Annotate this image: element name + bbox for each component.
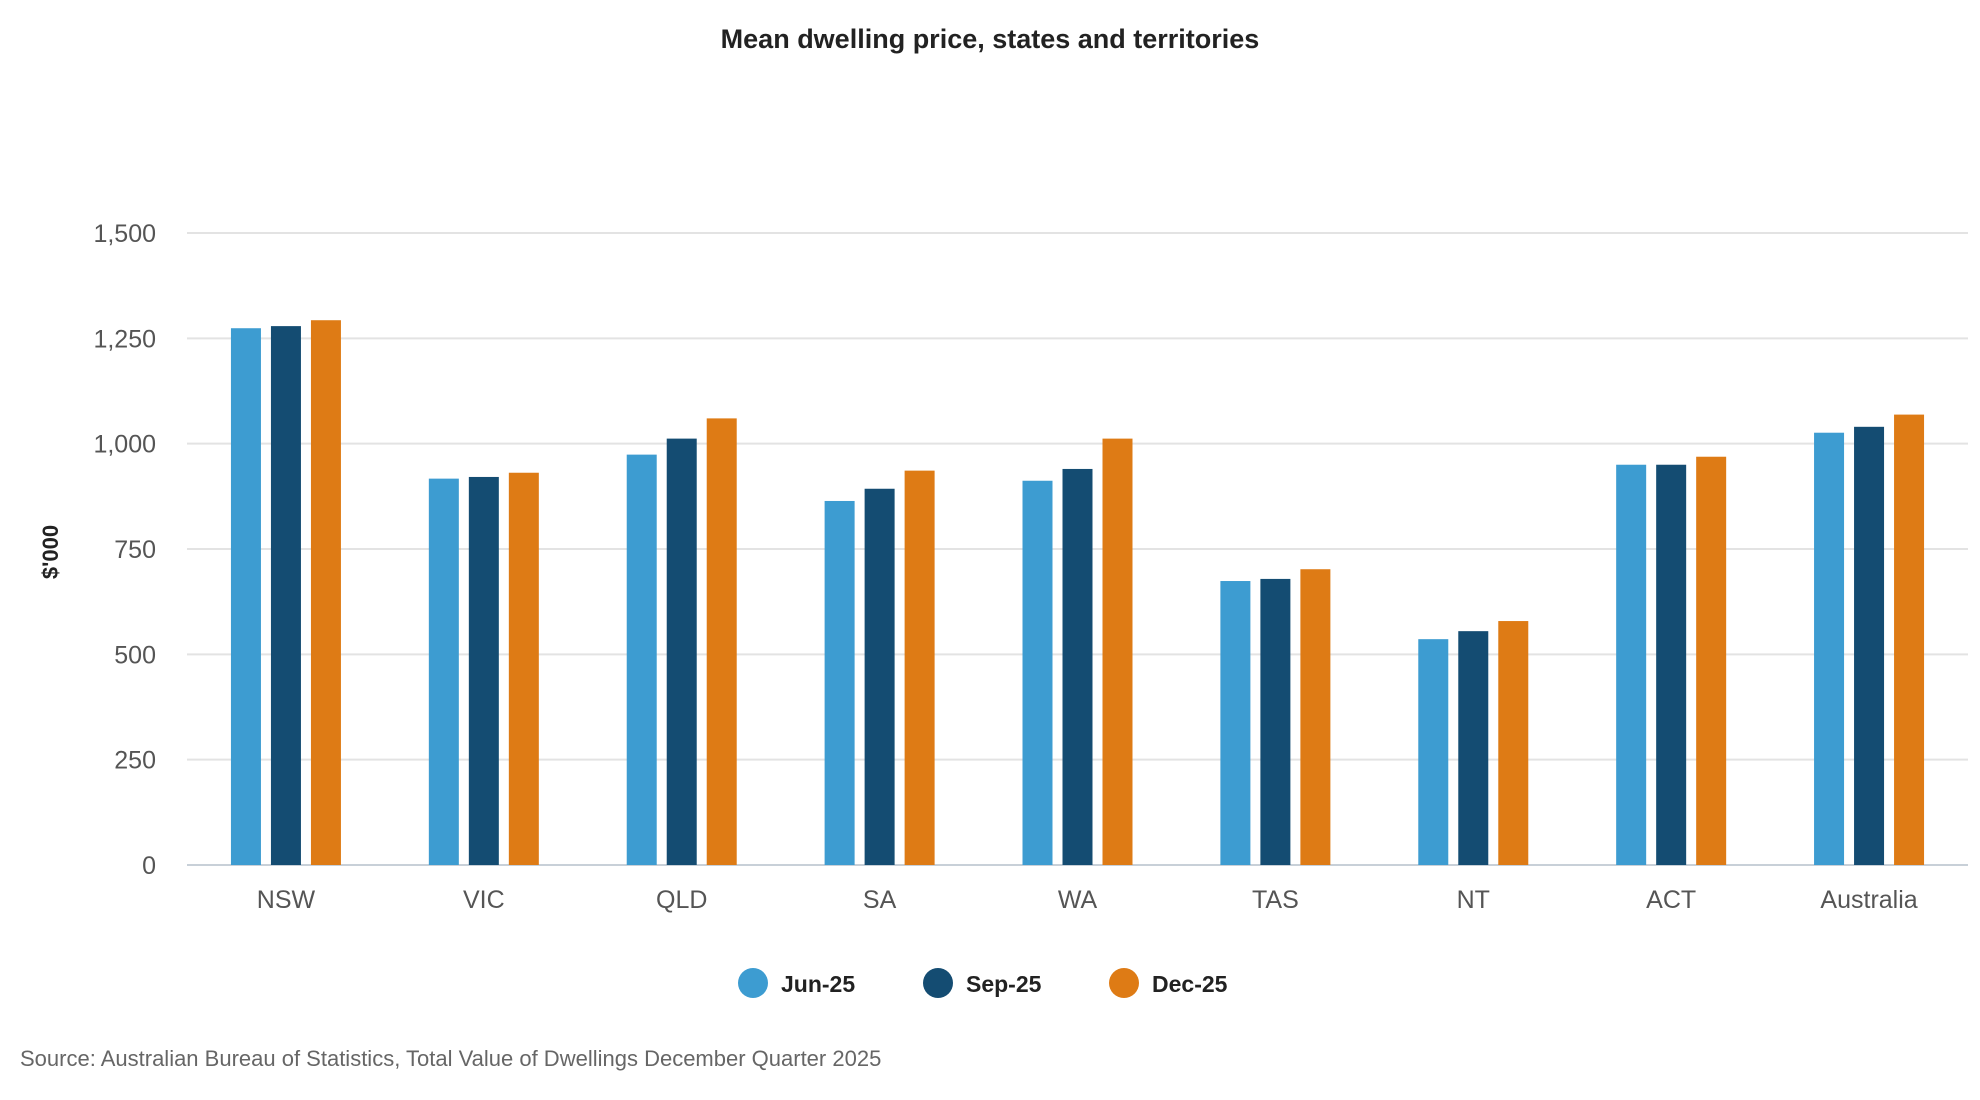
bar-wa-dec-25	[1102, 438, 1133, 865]
bar-act-dec-25	[1696, 456, 1727, 865]
x-tick-label: TAS	[1252, 886, 1299, 914]
bar-qld-sep-25	[666, 438, 697, 865]
bars	[230, 320, 1925, 866]
bar-australia-sep-25	[1854, 426, 1885, 865]
bar-nsw-sep-25	[270, 326, 301, 866]
bar-tas-sep-25	[1260, 578, 1291, 865]
bar-sa-dec-25	[904, 470, 935, 865]
y-axis-ticks: 0 250 500 750 1,000 1,250 1,500	[93, 220, 156, 880]
bar-sa-jun-25	[824, 500, 855, 865]
bar-act-sep-25	[1656, 464, 1687, 865]
x-tick-label: WA	[1058, 886, 1098, 914]
y-axis-label: $'000	[38, 525, 63, 579]
y-tick-label: 500	[114, 641, 156, 669]
y-tick-label: 750	[114, 536, 156, 564]
legend-label: Sep-25	[966, 971, 1042, 997]
legend-label: Dec-25	[1152, 971, 1228, 997]
chart-title: Mean dwelling price, states and territor…	[721, 24, 1260, 54]
legend-swatch-sep-25	[923, 968, 953, 998]
bar-australia-dec-25	[1894, 414, 1925, 865]
x-tick-label: ACT	[1646, 886, 1696, 914]
bar-vic-jun-25	[428, 478, 459, 865]
bar-tas-dec-25	[1300, 569, 1331, 865]
x-tick-label: NT	[1457, 886, 1490, 914]
legend-swatch-dec-25	[1109, 968, 1139, 998]
x-tick-label: VIC	[463, 886, 505, 914]
bar-vic-dec-25	[508, 472, 539, 865]
source-note: Source: Australian Bureau of Statistics,…	[20, 1046, 881, 1071]
y-tick-label: 1,250	[93, 325, 156, 353]
x-axis-ticks: NSW VIC QLD SA WA TAS NT ACT Australia	[257, 886, 1918, 914]
y-tick-label: 1,500	[93, 220, 156, 248]
y-tick-label: 1,000	[93, 431, 156, 459]
bar-nt-dec-25	[1498, 621, 1529, 865]
legend-label: Jun-25	[781, 971, 855, 997]
bar-australia-jun-25	[1814, 432, 1845, 865]
bar-nt-jun-25	[1418, 639, 1449, 865]
bar-vic-sep-25	[468, 476, 499, 865]
bar-act-jun-25	[1616, 464, 1647, 865]
y-tick-label: 250	[114, 747, 156, 775]
bar-nt-sep-25	[1458, 631, 1489, 865]
legend-swatch-jun-25	[738, 968, 768, 998]
x-tick-label: NSW	[257, 886, 316, 914]
bar-nsw-dec-25	[310, 320, 341, 865]
bar-qld-dec-25	[706, 418, 737, 865]
x-tick-label: Australia	[1820, 886, 1917, 914]
x-tick-label: SA	[863, 886, 897, 914]
bar-wa-sep-25	[1062, 468, 1093, 865]
bar-wa-jun-25	[1022, 480, 1053, 865]
bar-nsw-jun-25	[230, 328, 261, 866]
bar-sa-sep-25	[864, 488, 895, 865]
bar-tas-jun-25	[1220, 581, 1251, 865]
bar-qld-jun-25	[626, 454, 657, 865]
x-tick-label: QLD	[656, 886, 707, 914]
y-tick-label: 0	[142, 852, 156, 880]
legend: Jun-25 Sep-25 Dec-25	[738, 968, 1228, 998]
